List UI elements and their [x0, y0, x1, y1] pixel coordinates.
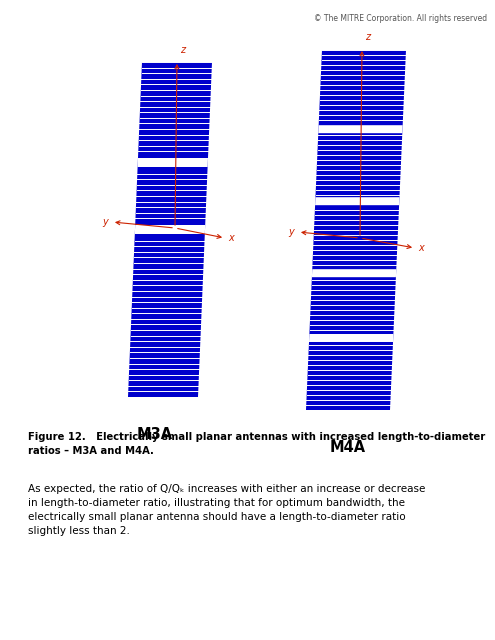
Polygon shape [309, 334, 394, 342]
Text: z: z [365, 32, 370, 42]
Polygon shape [315, 197, 399, 205]
Polygon shape [138, 158, 208, 167]
Polygon shape [318, 125, 402, 133]
Text: As expected, the ratio of Q/Qₖ increases with either an increase or decrease
in : As expected, the ratio of Q/Qₖ increases… [28, 484, 425, 536]
Polygon shape [128, 62, 212, 397]
Text: z: z [180, 45, 185, 55]
Text: y: y [288, 227, 294, 237]
Polygon shape [135, 225, 205, 234]
Text: y: y [102, 217, 108, 227]
Text: M4A: M4A [330, 440, 366, 455]
Text: x: x [228, 233, 234, 243]
Text: x: x [418, 243, 424, 253]
Text: Figure 12.   Electrically small planar antennas with increased length-to-diamete: Figure 12. Electrically small planar ant… [28, 432, 485, 456]
Text: © The MITRE Corporation. All rights reserved: © The MITRE Corporation. All rights rese… [314, 14, 487, 23]
Polygon shape [306, 50, 406, 410]
Text: M3A: M3A [137, 427, 173, 442]
Polygon shape [312, 269, 396, 277]
